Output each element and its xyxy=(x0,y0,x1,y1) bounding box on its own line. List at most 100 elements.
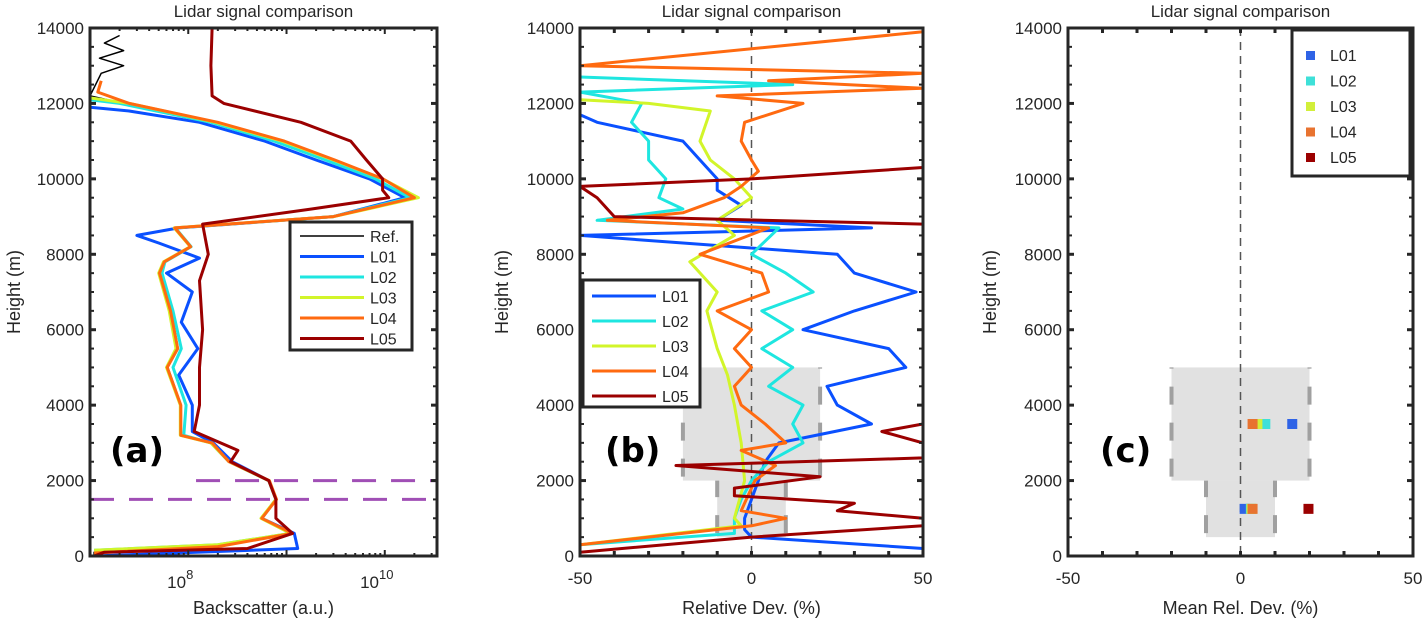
y-axis-label: Height (m) xyxy=(492,250,512,334)
legend-item-l04: L04 xyxy=(1306,125,1357,142)
x-tick-label-exponent: 8 xyxy=(186,567,193,582)
legend: L01 L02 L03 L04 L05 xyxy=(581,278,702,409)
panel-label: (a) xyxy=(110,431,164,471)
legend-label: L01 xyxy=(370,250,397,267)
legend-label: L04 xyxy=(370,311,397,328)
legend-item-l03: L03 xyxy=(300,291,397,308)
chart-title: Lidar signal comparison xyxy=(1151,2,1331,21)
y-tick-label: 2000 xyxy=(1024,472,1062,491)
legend: Ref. L01 L02 L03 L04 L05 xyxy=(288,220,414,352)
panel-b: 0 2000 4000 6000 8000 10000 12000 14000 -50 0 50 Li… xyxy=(492,2,932,618)
data-point-l04 xyxy=(1247,419,1258,429)
y-tick-label: 8000 xyxy=(46,245,84,264)
legend-marker xyxy=(1306,127,1315,137)
x-tick-label: 0 xyxy=(1236,569,1245,588)
legend-box xyxy=(581,278,702,409)
legend-label: L03 xyxy=(1330,99,1357,116)
legend-item-l02: L02 xyxy=(592,314,689,331)
chart-title: Lidar signal comparison xyxy=(662,2,842,21)
x-tick-label: 0 xyxy=(747,569,756,588)
x-tick-label-base: 10 xyxy=(167,573,186,592)
y-tick-label: 0 xyxy=(75,547,84,566)
legend-label: L05 xyxy=(662,389,689,406)
legend-item-l03: L03 xyxy=(1306,99,1357,116)
data-point-l05 xyxy=(1303,503,1314,514)
y-tick-label: 12000 xyxy=(527,94,574,113)
y-tick-label: 10000 xyxy=(527,170,574,189)
x-axis-label: Mean Rel. Dev. (%) xyxy=(1163,598,1319,618)
legend-label: L04 xyxy=(662,364,689,381)
legend-item-l04: L04 xyxy=(300,311,397,328)
legend-item-ref: Ref. xyxy=(300,229,399,246)
legend-label: L03 xyxy=(370,291,397,308)
data-point-l01 xyxy=(1239,503,1250,514)
legend-label: L02 xyxy=(370,270,397,287)
legend-item-l03: L03 xyxy=(592,339,689,356)
x-tick-label-base: 10 xyxy=(360,573,379,592)
legend-box xyxy=(288,220,414,352)
legend-item-l02: L02 xyxy=(300,270,397,287)
legend-item-l01: L01 xyxy=(1306,48,1357,65)
x-tick-label: 108 xyxy=(167,567,193,592)
x-axis-label: Relative Dev. (%) xyxy=(682,598,821,618)
x-axis-label: Backscatter (a.u.) xyxy=(193,598,334,618)
legend-item-l04: L04 xyxy=(592,364,689,381)
data-point-l02 xyxy=(1260,419,1271,429)
x-tick-label: -50 xyxy=(568,569,593,588)
y-tick-label: 12000 xyxy=(37,94,84,113)
y-tick-label: 14000 xyxy=(527,19,574,38)
x-tick-label: -50 xyxy=(1056,569,1081,588)
y-tick-label: 8000 xyxy=(536,245,574,264)
x-tick-label: 50 xyxy=(1404,569,1423,588)
y-tick-label: 4000 xyxy=(46,396,84,415)
legend-item-l01: L01 xyxy=(300,250,397,267)
legend-marker xyxy=(1306,76,1315,86)
legend-item-l05: L05 xyxy=(1306,150,1357,167)
legend-label: L02 xyxy=(662,314,689,331)
legend-label: Ref. xyxy=(370,229,399,246)
panel-c: 0 2000 4000 6000 8000 10000 12000 14000 -50 0 50 Li… xyxy=(980,2,1422,618)
y-tick-label: 0 xyxy=(1053,547,1062,566)
series-line-l02 xyxy=(580,75,815,547)
x-tick-label-exponent: 10 xyxy=(379,567,393,582)
legend-label: L04 xyxy=(1330,125,1357,142)
series-line-l05 xyxy=(93,28,391,556)
data-point-l04 xyxy=(1247,503,1258,514)
legend-label: L05 xyxy=(1330,150,1357,167)
y-tick-label: 2000 xyxy=(46,472,84,491)
y-tick-label: 10000 xyxy=(37,170,84,189)
legend-item-l01: L01 xyxy=(592,289,689,306)
y-tick-label: 2000 xyxy=(536,472,574,491)
y-tick-label: 6000 xyxy=(536,321,574,340)
panel-label: (b) xyxy=(605,431,660,471)
plot-area xyxy=(90,28,437,556)
plot-area xyxy=(580,28,923,556)
legend-marker xyxy=(1306,153,1315,162)
legend: L01 L02 L03 L04 L05 xyxy=(1290,28,1412,178)
chart-title: Lidar signal comparison xyxy=(174,2,354,21)
legend-item-l05: L05 xyxy=(592,389,689,406)
legend-marker xyxy=(1306,51,1315,60)
x-tick-label: 1010 xyxy=(360,567,393,592)
y-axis-label: Height (m) xyxy=(4,250,24,334)
series-line-l03 xyxy=(580,98,753,547)
y-tick-label: 14000 xyxy=(37,19,84,38)
legend-item-l02: L02 xyxy=(1306,74,1357,91)
y-tick-label: 10000 xyxy=(1015,170,1062,189)
series-line-l05 xyxy=(580,166,923,554)
y-tick-label: 4000 xyxy=(536,396,574,415)
legend-label: L01 xyxy=(662,289,689,306)
y-tick-label: 14000 xyxy=(1015,19,1062,38)
y-tick-label: 6000 xyxy=(1024,321,1062,340)
series-line-l04 xyxy=(580,30,923,547)
legend-label: L02 xyxy=(1330,74,1357,91)
plot-area xyxy=(1169,28,1314,556)
legend-label: L05 xyxy=(370,332,397,349)
panel-label: (c) xyxy=(1100,431,1151,471)
y-tick-label: 8000 xyxy=(1024,245,1062,264)
y-tick-label: 12000 xyxy=(1015,94,1062,113)
data-point-l01 xyxy=(1287,419,1298,429)
legend-marker xyxy=(1306,102,1315,111)
